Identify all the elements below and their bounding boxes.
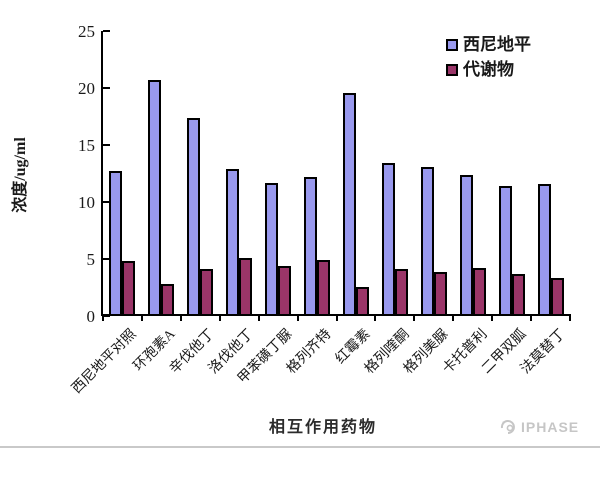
bar-series1 <box>265 183 279 316</box>
bar-series2 <box>550 278 564 316</box>
bar-series1 <box>381 163 395 316</box>
bar-series1 <box>187 118 201 316</box>
bar-series2 <box>433 272 447 316</box>
bar-series2 <box>200 269 214 316</box>
iphase-logo-icon <box>500 420 515 434</box>
bar-series2 <box>355 287 369 316</box>
x-axis-tick <box>257 316 260 321</box>
y-axis-tick <box>103 315 110 317</box>
bar-series1 <box>226 169 240 316</box>
x-axis-tick <box>179 316 182 321</box>
bar-series2 <box>278 266 292 316</box>
watermark-text: IPHASE <box>521 419 580 435</box>
x-axis-title: 相互作用药物 <box>268 419 377 436</box>
bar-series2 <box>511 274 525 316</box>
x-axis-tick <box>335 316 338 321</box>
x-axis-tick <box>102 316 104 321</box>
x-axis-tick <box>296 316 299 321</box>
y-axis-tick <box>103 201 110 203</box>
watermark: IPHASE <box>499 418 579 436</box>
legend-item: 西尼地平 <box>446 36 531 54</box>
x-axis-tick <box>140 316 143 321</box>
y-axis-tick-label: 15 <box>78 136 95 155</box>
x-axis-tick <box>218 316 221 321</box>
y-axis-tick <box>103 144 110 146</box>
bar-series1 <box>537 184 551 316</box>
x-axis-tick <box>569 316 571 321</box>
legend-item: 代谢物 <box>446 61 531 79</box>
legend-label: 代谢物 <box>463 60 514 79</box>
bar-series2 <box>394 269 408 316</box>
y-axis-line <box>101 31 103 316</box>
bar-series1 <box>420 167 434 316</box>
bar-series2 <box>122 261 136 316</box>
y-axis-tick-label: 20 <box>78 79 95 98</box>
bar-series1 <box>304 177 318 316</box>
x-axis-tick <box>374 316 377 321</box>
y-axis-tick-label: 5 <box>86 250 96 269</box>
bar-series2 <box>317 260 331 316</box>
y-axis-tick <box>103 30 110 32</box>
bar-series1 <box>148 80 162 316</box>
bottom-divider-line <box>0 446 600 448</box>
bar-series1 <box>109 171 123 316</box>
legend-label: 西尼地平 <box>463 35 531 54</box>
bar-series2 <box>472 268 486 316</box>
x-axis-tick <box>530 316 533 321</box>
legend-marker-icon <box>446 64 458 76</box>
x-axis-line <box>101 314 571 316</box>
bar-chart-figure: 浓度/ug/ml 0 5 10 15 20 25 西尼地平对照 环孢素A 辛伐他丁 洛伐他丁 甲苯磺… <box>0 22 600 448</box>
y-axis-tick-label: 10 <box>78 193 95 212</box>
legend: 西尼地平 代谢物 <box>446 36 531 86</box>
bar-series2 <box>161 284 175 316</box>
x-axis-tick <box>452 316 455 321</box>
y-axis-title: 浓度/ug/ml <box>12 137 29 213</box>
bar-series1 <box>498 186 512 316</box>
y-axis-tick-label: 25 <box>78 22 95 41</box>
legend-marker-icon <box>446 39 458 51</box>
x-axis-tick <box>413 316 416 321</box>
y-axis-tick-label: 0 <box>86 307 96 326</box>
x-axis-tick <box>491 316 494 321</box>
bar-series2 <box>239 258 253 316</box>
y-axis-tick <box>103 87 110 89</box>
bar-series1 <box>459 175 473 316</box>
bar-series1 <box>342 93 356 316</box>
y-axis-tick <box>103 258 110 260</box>
